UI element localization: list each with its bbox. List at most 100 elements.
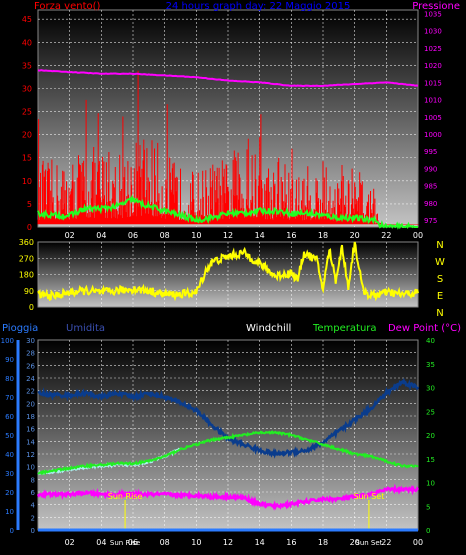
right-y-tick-label: 0 <box>426 527 430 535</box>
wind-x-tick-label: 14 <box>255 231 265 240</box>
temp-scale-y-tick-label: 22 <box>26 388 35 396</box>
rain-y-tick-label: 30 <box>5 470 14 478</box>
direction-y-tick-label: 360 <box>19 238 34 247</box>
climate-x-tick-label: 00 <box>413 538 423 547</box>
climate-x-tick-label: 14 <box>255 538 265 547</box>
wind-y-tick-label: 15 <box>22 154 32 163</box>
chart-title: 24 hours graph day: 22 Maggio 2015 <box>166 1 351 12</box>
rain-y-tick-label: 0 <box>10 527 14 535</box>
rain-y-tick-label: 60 <box>5 413 14 421</box>
temperature-series <box>37 430 419 476</box>
pressure-y-tick-label: 975 <box>424 217 437 225</box>
pressure-axis-title: Pressione <box>412 1 460 12</box>
wind-x-tick-label: 10 <box>191 231 201 240</box>
pressure-y-tick-label: 995 <box>424 148 437 156</box>
pressure-y-tick-label: 985 <box>424 183 437 191</box>
dewpoint-series <box>36 483 420 511</box>
compass-label: S <box>437 274 443 285</box>
climate-x-tick-label: 02 <box>65 538 75 547</box>
legend-windchill: Windchill <box>246 323 291 334</box>
climate-x-tick-label: 22 <box>381 538 391 547</box>
rain-y-tick-label: 90 <box>5 356 14 364</box>
temp-scale-y-tick-label: 6 <box>31 489 36 497</box>
sunrise-marker-label: Sun Rise <box>108 492 143 501</box>
compass-label: N <box>436 308 443 319</box>
temp-scale-y-tick-label: 0 <box>31 527 35 535</box>
rain-y-tick-label: 70 <box>5 394 14 402</box>
climate-x-tick-label: 20 <box>350 538 360 547</box>
rain-y-tick-label: 40 <box>5 451 14 459</box>
pressure-y-tick-label: 980 <box>424 200 437 208</box>
temp-scale-y-tick-label: 10 <box>26 464 35 472</box>
pressure-y-tick-label: 1020 <box>424 62 442 70</box>
wind-x-tick-label: 18 <box>318 231 328 240</box>
climate-x-tick-label: 16 <box>286 538 296 547</box>
wind-y-tick-label: 10 <box>22 177 32 186</box>
temp-scale-y-tick-label: 26 <box>26 362 35 370</box>
temp-scale-y-tick-label: 24 <box>26 375 35 383</box>
avg-wind-series <box>37 194 419 230</box>
pressure-y-tick-label: 1010 <box>424 97 442 105</box>
sunset-x-label: Sun Set <box>355 539 382 547</box>
wind-axis-title: Forza vento() <box>34 1 101 12</box>
climate-x-tick-label: 12 <box>223 538 233 547</box>
right-y-tick-label: 20 <box>426 432 435 440</box>
climate-x-tick-label: 06 <box>128 538 138 547</box>
wind-x-tick-label: 00 <box>413 231 423 240</box>
right-y-tick-label: 30 <box>426 385 435 393</box>
climate-x-tick-label: 04 <box>96 538 106 547</box>
wind-x-tick-label: 16 <box>286 231 296 240</box>
compass-label: W <box>435 257 445 268</box>
rain-y-tick-label: 50 <box>5 432 14 440</box>
pressure-y-tick-label: 1025 <box>424 45 442 53</box>
rain-y-tick-label: 100 <box>1 337 14 345</box>
right-y-tick-label: 35 <box>426 361 435 369</box>
wind-y-tick-label: 25 <box>22 108 32 117</box>
right-y-tick-label: 15 <box>426 456 435 464</box>
temp-scale-y-tick-label: 18 <box>26 413 35 421</box>
direction-y-tick-label: 0 <box>29 303 34 312</box>
temp-scale-y-tick-label: 8 <box>31 476 35 484</box>
climate-x-tick-label: 08 <box>160 538 170 547</box>
pressure-series <box>37 69 419 88</box>
right-y-tick-label: 10 <box>426 480 435 488</box>
compass-label: N <box>436 240 443 251</box>
wind-y-tick-label: 30 <box>22 84 32 93</box>
wind-y-tick-label: 20 <box>22 131 32 140</box>
rain-y-tick-label: 80 <box>5 375 14 383</box>
temp-scale-y-tick-label: 16 <box>26 426 35 434</box>
wind-x-tick-label: 08 <box>160 231 170 240</box>
wind-x-tick-label: 02 <box>65 231 75 240</box>
wind-x-tick-label: 22 <box>381 231 391 240</box>
pressure-y-tick-label: 1000 <box>424 131 442 139</box>
wind-x-tick-label: 20 <box>350 231 360 240</box>
legend-rain: Pioggia <box>2 323 38 334</box>
pressure-y-tick-label: 1005 <box>424 114 442 122</box>
temp-scale-y-tick-label: 12 <box>26 451 35 459</box>
sunrise-x-label: Sun Rise <box>110 539 140 547</box>
sunset-marker-label: Sun Set <box>353 492 384 501</box>
wind-x-tick-label: 04 <box>96 231 106 240</box>
gust-series <box>37 70 419 225</box>
legend-dewpoint: Dew Point (°C) <box>388 323 461 334</box>
legend-temperature: Temperatura <box>312 323 377 334</box>
wind-y-tick-label: 5 <box>27 200 32 209</box>
pressure-y-tick-label: 1015 <box>424 79 442 87</box>
temp-scale-y-tick-label: 20 <box>26 400 35 408</box>
pressure-y-tick-label: 1035 <box>424 10 442 18</box>
legend-humidity: Umidita <box>66 323 105 334</box>
right-y-tick-label: 5 <box>426 503 430 511</box>
right-y-tick-label: 40 <box>426 337 435 345</box>
temp-scale-y-tick-label: 30 <box>26 337 35 345</box>
climate-x-tick-label: 10 <box>191 538 201 547</box>
temp-scale-y-tick-label: 2 <box>31 514 35 522</box>
wind-x-tick-label: 12 <box>223 231 233 240</box>
pressure-y-tick-label: 990 <box>424 165 437 173</box>
temp-scale-y-tick-label: 14 <box>26 438 35 446</box>
wind-y-tick-label: 45 <box>22 15 32 24</box>
pressure-y-tick-label: 1030 <box>424 28 442 36</box>
direction-series <box>37 241 419 302</box>
wind-y-tick-label: 0 <box>27 223 32 232</box>
compass-label: E <box>437 291 443 302</box>
